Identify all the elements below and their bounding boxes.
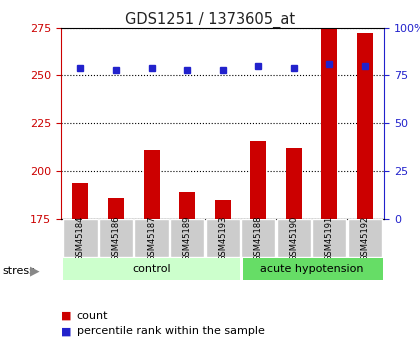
Text: GSM45193: GSM45193 (218, 215, 227, 261)
Bar (99, 219, 133, 257)
Text: stress: stress (2, 266, 35, 276)
Bar (215, 200, 231, 219)
Text: ▶: ▶ (30, 264, 40, 277)
Bar (179, 192, 195, 219)
Text: GSM45189: GSM45189 (183, 215, 192, 261)
Text: GSM45188: GSM45188 (254, 215, 262, 261)
Text: GSM45184: GSM45184 (76, 215, 85, 261)
Text: acute hypotension: acute hypotension (260, 264, 363, 274)
Bar (73, 183, 89, 219)
Bar (205, 219, 240, 257)
Text: GDS1251 / 1373605_at: GDS1251 / 1373605_at (125, 12, 295, 28)
Text: ■: ■ (61, 311, 71, 321)
Text: GSM45186: GSM45186 (111, 215, 121, 261)
Text: GSM45192: GSM45192 (360, 215, 369, 261)
Bar (134, 219, 168, 257)
Text: GSM45191: GSM45191 (325, 215, 334, 261)
Bar (170, 219, 204, 257)
Bar (321, 28, 337, 219)
Bar (348, 219, 382, 257)
Bar (312, 219, 346, 257)
Text: GSM45187: GSM45187 (147, 215, 156, 261)
Bar (357, 33, 373, 219)
Bar (277, 219, 311, 257)
Bar (63, 258, 240, 280)
Bar (286, 148, 302, 219)
Bar (63, 219, 97, 257)
Text: ■: ■ (61, 326, 71, 336)
Bar (241, 219, 275, 257)
Text: count: count (77, 311, 108, 321)
Bar (250, 140, 266, 219)
Bar (108, 198, 124, 219)
Bar (242, 258, 383, 280)
Text: percentile rank within the sample: percentile rank within the sample (77, 326, 265, 336)
Text: GSM45190: GSM45190 (289, 215, 298, 261)
Text: control: control (132, 264, 171, 274)
Bar (144, 150, 160, 219)
